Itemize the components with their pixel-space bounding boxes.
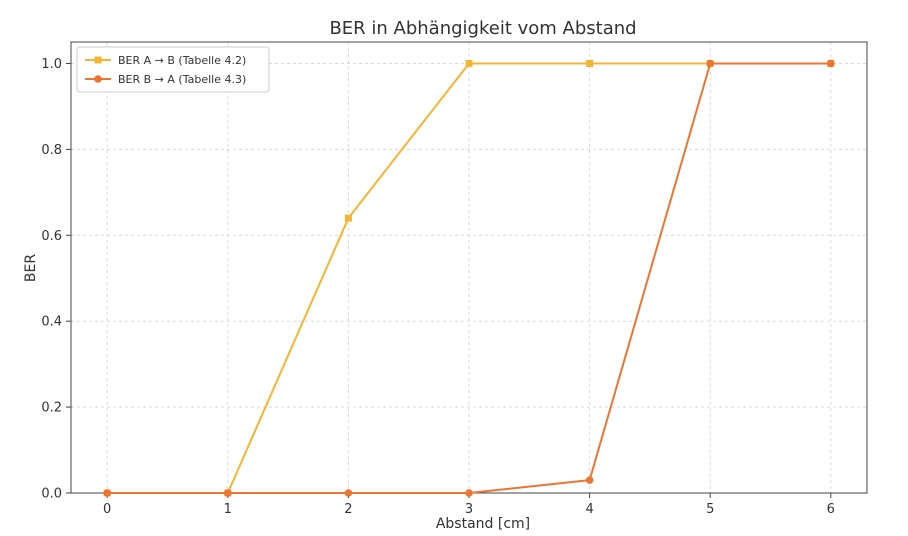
chart-title: BER in Abhängigkeit vom Abstand bbox=[329, 18, 636, 39]
data-point bbox=[706, 59, 715, 68]
y-tick-label: 0.6 bbox=[41, 229, 62, 244]
y-tick-label: 0.0 bbox=[41, 487, 62, 502]
data-point bbox=[103, 489, 111, 497]
legend-marker bbox=[94, 75, 102, 83]
legend-label: BER A → B (Tabelle 4.2) bbox=[118, 54, 246, 67]
data-point bbox=[223, 489, 232, 497]
legend: BER A → B (Tabelle 4.2) BER B → A (Tabell… bbox=[76, 46, 270, 93]
y-tick-label: 0.8 bbox=[41, 143, 62, 158]
y-axis-label: BER bbox=[23, 254, 39, 282]
data-point bbox=[344, 214, 352, 222]
grid bbox=[71, 42, 867, 494]
x-tick-label: 2 bbox=[344, 502, 352, 517]
data-point bbox=[586, 59, 594, 67]
x-tick-label: 5 bbox=[706, 502, 714, 517]
data-point bbox=[344, 489, 353, 497]
x-tick-label: 1 bbox=[224, 502, 232, 517]
x-axis-label: Abstand [cm] bbox=[436, 516, 530, 532]
x-axis: 0 1 2 3 4 5 6 bbox=[103, 493, 835, 517]
y-tick-label: 0.4 bbox=[41, 315, 62, 330]
x-tick-label: 6 bbox=[827, 502, 835, 517]
y-tick-label: 0.2 bbox=[41, 401, 62, 416]
data-point bbox=[465, 59, 473, 67]
y-axis: 0.0 0.2 0.4 0.6 0.8 1.0 bbox=[41, 57, 71, 502]
y-tick-label: 1.0 bbox=[41, 57, 62, 72]
legend-marker bbox=[94, 56, 102, 64]
series-layer bbox=[103, 59, 835, 497]
data-point bbox=[585, 476, 594, 484]
legend-label: BER B → A (Tabelle 4.3) bbox=[118, 73, 246, 86]
series-2 bbox=[103, 59, 835, 497]
data-point bbox=[827, 59, 835, 68]
x-tick-label: 0 bbox=[103, 502, 111, 517]
x-tick-label: 4 bbox=[585, 502, 593, 517]
data-point bbox=[465, 489, 473, 497]
legend-box bbox=[76, 46, 270, 93]
x-tick-label: 3 bbox=[465, 502, 473, 517]
